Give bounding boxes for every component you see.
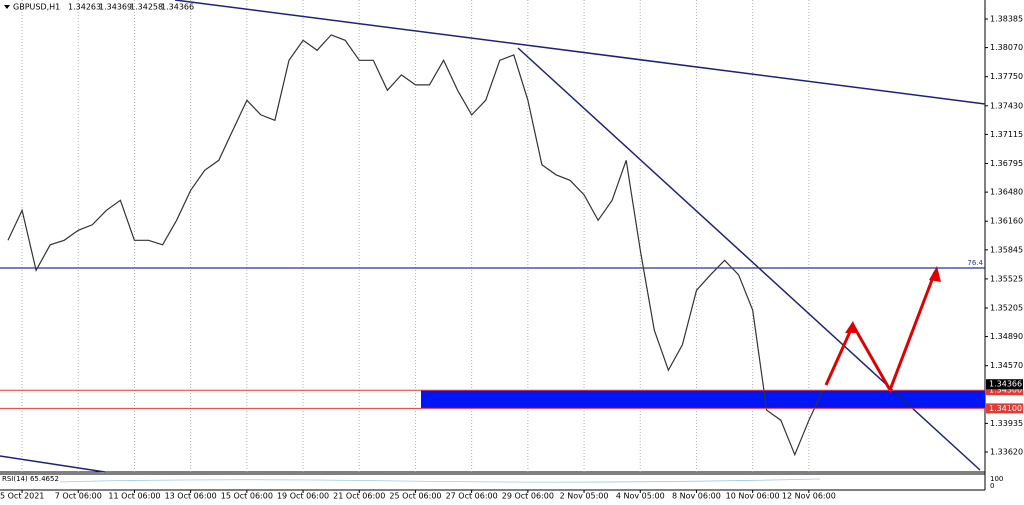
current-price: 1.34366 xyxy=(989,380,1022,389)
arrow-head xyxy=(845,321,858,333)
x-tick-label: 5 Oct 2021 xyxy=(0,492,44,501)
trend-line xyxy=(517,47,981,471)
y-tick-label: 1.37115 xyxy=(990,130,1023,139)
x-tick-label: 12 Nov 06:00 xyxy=(782,492,836,501)
indicator-tick-label: 0 xyxy=(990,482,994,490)
y-tick-label: 1.38385 xyxy=(990,14,1023,23)
x-tick-label: 8 Nov 06:00 xyxy=(672,492,721,501)
level-label: 1.34300 xyxy=(989,386,1022,395)
x-tick-label: 7 Oct 06:00 xyxy=(55,492,102,501)
level-label-bg xyxy=(986,385,1023,396)
fib-level-label: 76.4 xyxy=(967,259,983,267)
rsi-line xyxy=(59,478,821,483)
y-tick-label: 1.37430 xyxy=(990,101,1023,110)
plot-area xyxy=(0,0,985,490)
menu-icon[interactable] xyxy=(4,5,10,9)
x-tick-label: 29 Oct 06:00 xyxy=(502,492,554,501)
forecast-arrow xyxy=(824,271,937,394)
y-tick-label: 1.36160 xyxy=(990,217,1023,226)
y-tick-label: 1.33620 xyxy=(990,448,1023,457)
ohlc-value: 1.34366 xyxy=(161,3,194,12)
y-tick-label: 1.34570 xyxy=(990,361,1023,370)
y-tick-label: 1.38070 xyxy=(990,43,1023,52)
indicator-label: RSI(14) 65.4652 xyxy=(2,475,59,483)
ohlc-value: 1.34263 xyxy=(68,3,101,12)
ohlc-value: 1.34258 xyxy=(130,3,163,12)
x-tick-label: 15 Oct 06:00 xyxy=(221,492,273,501)
y-tick-label: 1.36795 xyxy=(990,159,1023,168)
y-tick-label: 1.35845 xyxy=(990,245,1023,254)
y-tick-label: 1.37750 xyxy=(990,72,1023,81)
y-tick-label: 1.36480 xyxy=(990,188,1023,197)
x-tick-label: 21 Oct 06:00 xyxy=(333,492,385,501)
arrow-head xyxy=(929,266,941,282)
y-tick-label: 1.33935 xyxy=(990,419,1023,428)
zone xyxy=(421,390,985,409)
x-tick-label: 11 Oct 06:00 xyxy=(108,492,160,501)
x-tick-label: 2 Nov 05:00 xyxy=(560,492,609,501)
x-tick-label: 13 Oct 06:00 xyxy=(165,492,217,501)
indicator-tick-label: 100 xyxy=(990,475,1003,483)
price-label-bg xyxy=(986,379,1023,390)
x-tick-label: 27 Oct 06:00 xyxy=(446,492,498,501)
x-tick-label: 25 Oct 06:00 xyxy=(389,492,441,501)
price-line xyxy=(7,34,824,457)
y-tick-label: 1.35525 xyxy=(990,274,1023,283)
y-tick-label: 1.34890 xyxy=(990,332,1023,341)
level-label-bg xyxy=(986,403,1023,414)
symbol: GBPUSD,H1 xyxy=(13,3,60,12)
x-tick-label: 19 Oct 06:00 xyxy=(277,492,329,501)
x-tick-label: 4 Nov 05:00 xyxy=(616,492,665,501)
y-tick-label: 1.35205 xyxy=(990,303,1023,312)
level-label: 1.34100 xyxy=(989,404,1022,413)
trend-line xyxy=(174,0,986,105)
trend-line xyxy=(0,455,106,473)
ohlc-value: 1.34369 xyxy=(99,3,132,12)
x-tick-label: 10 Nov 06:00 xyxy=(726,492,780,501)
